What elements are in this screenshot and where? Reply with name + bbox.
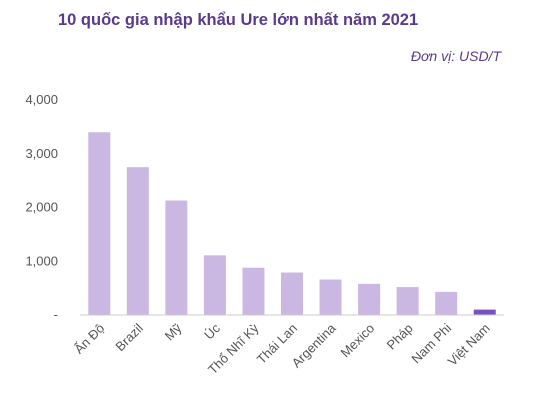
chart-title: 10 quốc gia nhập khẩu Ure lớn nhất năm 2… bbox=[58, 11, 419, 29]
bar bbox=[203, 255, 226, 315]
x-tick-label: Úc bbox=[201, 320, 223, 342]
y-tick-label: - bbox=[54, 307, 58, 322]
bar bbox=[396, 287, 419, 315]
bar bbox=[435, 291, 458, 315]
x-tick-label: Brazil bbox=[112, 320, 146, 354]
bar bbox=[88, 132, 111, 315]
bar bbox=[319, 279, 342, 315]
bar bbox=[165, 200, 188, 315]
x-tick-label: Ấn Độ bbox=[71, 321, 107, 357]
y-tick-label: 1,000 bbox=[25, 253, 58, 268]
unit-label: Đơn vị: USD/T bbox=[410, 48, 501, 64]
y-axis: - 1,000 2,000 3,000 4,000 bbox=[25, 92, 58, 322]
y-tick-label: 4,000 bbox=[25, 92, 58, 107]
x-tick-label: Pháp bbox=[384, 321, 416, 353]
y-tick-label: 3,000 bbox=[25, 146, 58, 161]
bars bbox=[88, 132, 496, 315]
x-tick-label: Mỹ bbox=[162, 320, 185, 343]
x-tick-label: Việt Nam bbox=[445, 321, 493, 369]
bar bbox=[281, 272, 303, 315]
bar bbox=[242, 267, 265, 315]
bar bbox=[358, 283, 381, 315]
y-tick-label: 2,000 bbox=[25, 200, 58, 215]
bar bbox=[126, 167, 149, 315]
x-tick-label: Mexico bbox=[337, 321, 377, 361]
bar bbox=[473, 309, 496, 315]
